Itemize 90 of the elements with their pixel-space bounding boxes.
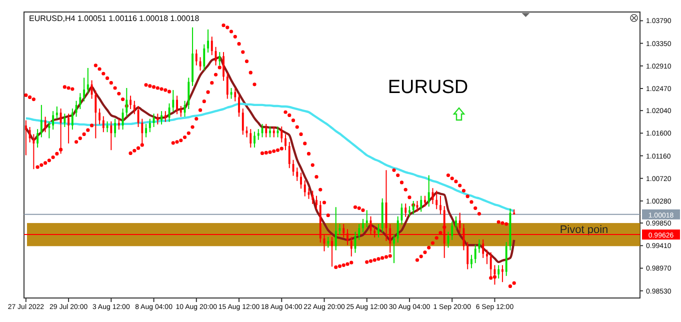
candlestick [79, 92, 82, 110]
candlestick [83, 77, 86, 102]
candlestick [362, 218, 364, 233]
candlestick [203, 44, 206, 72]
chart-title: EURUSD,H4 1.00051 1.00116 1.00018 1.00018 [29, 14, 200, 23]
candlestick [455, 216, 457, 230]
candlestick [48, 120, 50, 139]
candlestick [188, 77, 190, 110]
candlestick [160, 110, 163, 125]
candlestick [393, 234, 395, 264]
candlestick [428, 174, 430, 208]
candlestick [304, 180, 306, 197]
candlestick [114, 118, 116, 138]
candlestick [148, 118, 151, 133]
candlestick [254, 131, 256, 148]
candlestick [106, 120, 108, 133]
candlestick [168, 102, 170, 122]
candlestick [164, 110, 166, 122]
candlestick [56, 106, 58, 120]
candlestick [280, 126, 283, 143]
candlestick [156, 113, 159, 125]
candlestick [272, 126, 275, 138]
candlestick [404, 203, 407, 218]
candlestick [176, 95, 178, 115]
candlestick [420, 195, 422, 212]
candlestick [269, 126, 271, 138]
candlestick [52, 110, 54, 130]
candlestick [234, 87, 236, 102]
candlestick [44, 116, 46, 133]
annotation: EURUSD [388, 77, 468, 98]
candlestick [334, 206, 337, 251]
band-label: Pivot poin [560, 224, 608, 236]
candlestick [486, 249, 488, 265]
candlestick [75, 100, 78, 118]
candlestick [118, 118, 120, 130]
candlestick [195, 48, 198, 66]
candlestick [238, 92, 240, 118]
candlestick [396, 216, 399, 244]
candlestick [300, 172, 302, 190]
candlestick [308, 188, 310, 200]
candlestick [331, 236, 333, 268]
candlestick [296, 167, 298, 182]
candlestick [133, 100, 136, 115]
candlestick [482, 238, 484, 258]
candlestick [498, 264, 500, 279]
candlestick [288, 141, 290, 169]
candlestick [218, 52, 221, 66]
candlestick [145, 123, 148, 138]
candlestick [470, 254, 472, 269]
candlestick [86, 67, 89, 94]
candlestick [110, 120, 112, 151]
candlestick [250, 128, 252, 148]
candlestick [366, 210, 368, 228]
candlestick [64, 113, 66, 128]
candlestick [102, 116, 104, 133]
candlestick [226, 72, 228, 100]
candlestick [207, 28, 209, 54]
candlestick [350, 236, 352, 257]
candlestick [316, 195, 318, 210]
candlestick [458, 212, 461, 233]
candlestick [501, 264, 504, 283]
candlestick [312, 190, 314, 205]
candlestick [424, 195, 426, 208]
candlestick [137, 105, 140, 128]
candlestick [257, 128, 260, 140]
candlestick [358, 224, 360, 240]
candlestick [408, 206, 410, 218]
candlestick [90, 80, 93, 100]
candlestick [40, 104, 42, 138]
candlestick [172, 90, 174, 112]
candlestick [32, 134, 35, 170]
candlestick [474, 244, 476, 264]
candlestick [378, 224, 380, 238]
candlestick [68, 113, 70, 144]
candlestick [24, 120, 27, 156]
candlestick [71, 108, 74, 130]
candlestick [242, 108, 244, 136]
candlestick [265, 123, 268, 138]
candlestick [180, 105, 182, 118]
candlestick [152, 113, 155, 128]
candlestick [210, 36, 213, 56]
candlestick [436, 190, 438, 210]
candlestick [451, 220, 454, 240]
candlestick [28, 126, 31, 143]
candlestick [466, 242, 469, 270]
candlestick [122, 108, 124, 130]
candlestick [440, 195, 442, 215]
candlestick [98, 108, 101, 125]
candlestick [327, 236, 330, 248]
candlestick [36, 128, 39, 148]
